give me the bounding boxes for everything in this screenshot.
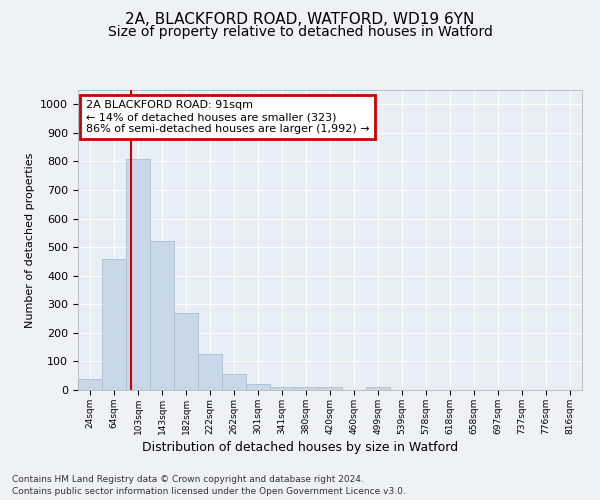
Bar [294,387,318,390]
Bar [270,386,294,390]
Bar [150,242,174,390]
Bar [174,313,198,390]
Bar [102,258,126,390]
Y-axis label: Number of detached properties: Number of detached properties [25,152,35,328]
Bar [222,374,246,390]
Text: 2A, BLACKFORD ROAD, WATFORD, WD19 6YN: 2A, BLACKFORD ROAD, WATFORD, WD19 6YN [125,12,475,28]
Bar [78,378,102,390]
Text: Contains HM Land Registry data © Crown copyright and database right 2024.: Contains HM Land Registry data © Crown c… [12,474,364,484]
Text: Distribution of detached houses by size in Watford: Distribution of detached houses by size … [142,441,458,454]
Bar [318,386,342,390]
Bar [246,384,270,390]
Bar [366,387,390,390]
Text: Size of property relative to detached houses in Watford: Size of property relative to detached ho… [107,25,493,39]
Text: 2A BLACKFORD ROAD: 91sqm
← 14% of detached houses are smaller (323)
86% of semi-: 2A BLACKFORD ROAD: 91sqm ← 14% of detach… [86,100,369,134]
Bar [126,158,150,390]
Bar [198,354,222,390]
Text: Contains public sector information licensed under the Open Government Licence v3: Contains public sector information licen… [12,486,406,496]
